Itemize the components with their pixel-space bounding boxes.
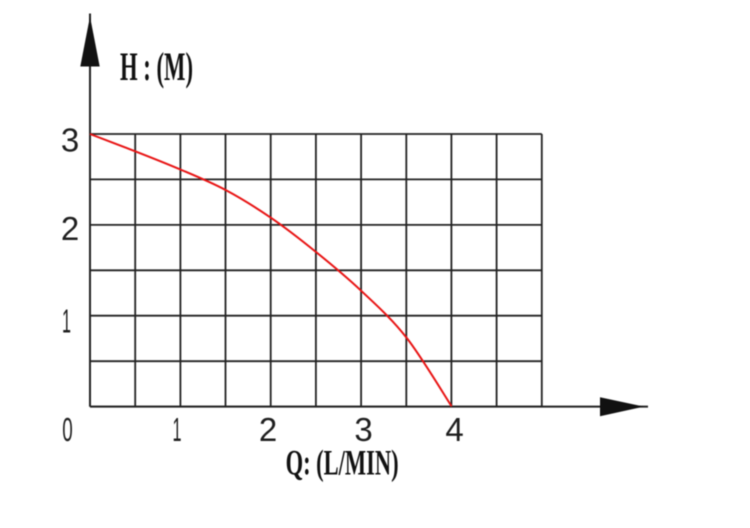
svg-text:Q: (L/MIN): Q: (L/MIN) [286,443,399,483]
svg-text:1: 1 [62,303,71,340]
svg-text:4: 4 [445,411,463,448]
svg-text:H : (M): H : (M) [120,44,193,89]
svg-text:0: 0 [62,411,73,448]
svg-text:1: 1 [173,411,182,448]
svg-text:3: 3 [354,411,372,448]
svg-text:2: 2 [61,210,79,247]
svg-text:3: 3 [61,122,79,159]
svg-text:2: 2 [259,411,277,448]
